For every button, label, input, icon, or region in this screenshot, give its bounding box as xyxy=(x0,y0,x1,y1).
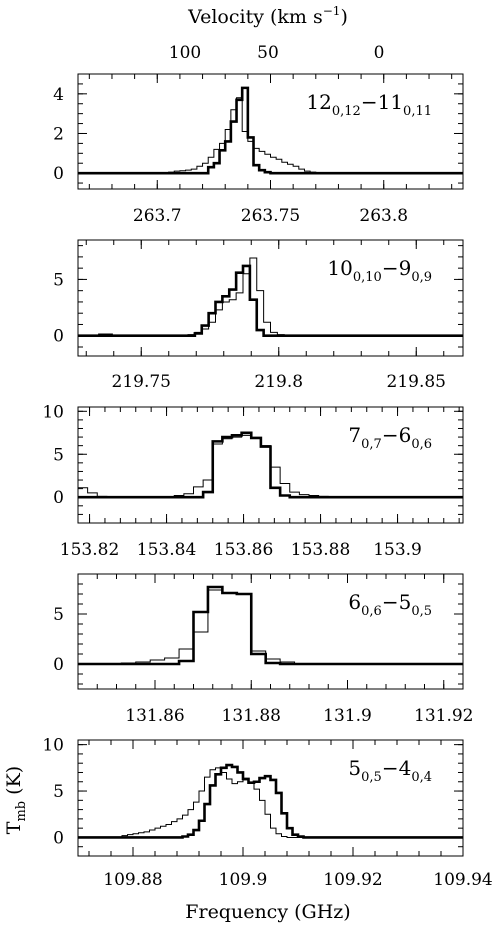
y-tick-label: 4 xyxy=(53,85,64,105)
y-tick-label: 5 xyxy=(53,270,64,290)
panel-frame xyxy=(77,739,464,857)
y-axis-title: Tmb (K) xyxy=(3,766,29,834)
y-tick-label: 0 xyxy=(53,488,64,508)
x-tick-label: 131.92 xyxy=(414,706,473,726)
y-tick-label: 10 xyxy=(42,402,64,422)
x-tick-label: 131.88 xyxy=(222,706,281,726)
y-tick-label: 0 xyxy=(53,327,64,347)
top-axis-tick-label: 100 xyxy=(169,43,201,63)
x-tick-label: 219.8 xyxy=(254,372,303,392)
y-tick-label: 2 xyxy=(53,124,64,144)
x-tick-label: 263.7 xyxy=(133,206,182,226)
spectrum-thick xyxy=(78,585,463,666)
x-tick-label: 219.85 xyxy=(387,372,446,392)
panel-4: 131.86 131.88 131.9 131.92 0 5 60,6−50,5 xyxy=(53,573,473,726)
panel-3: 153.82 153.84 153.86 153.88 153.9 0 5 10 70,7−60… xyxy=(42,402,464,560)
x-tick-label: 131.9 xyxy=(323,706,372,726)
top-axis-tick-label: 0 xyxy=(374,43,385,63)
spectrum-thick xyxy=(78,763,463,839)
y-tick-label: 0 xyxy=(53,655,64,675)
x-tick-label: 109.94 xyxy=(433,870,492,890)
transition-label: 70,7−60,6 xyxy=(348,423,432,452)
y-tick-label: 0 xyxy=(53,828,64,848)
panel-frame xyxy=(77,406,464,524)
y-tick-label: 5 xyxy=(53,445,64,465)
transition-label: 120,12−110,11 xyxy=(306,90,432,119)
x-tick-label: 109.9 xyxy=(219,870,268,890)
spectrum-thick xyxy=(78,264,463,338)
x-tick-label: 263.75 xyxy=(241,206,300,226)
top-axis-title: Velocity (km s−1) xyxy=(187,4,348,28)
x-tick-label: 109.88 xyxy=(103,870,162,890)
transition-label: 100,10−90,9 xyxy=(327,256,432,285)
x-axis-title: Frequency (GHz) xyxy=(185,901,350,923)
spectrum-thick xyxy=(78,86,463,175)
x-tick-label: 153.88 xyxy=(291,540,350,560)
panel-2: 219.75 219.8 219.85 0 5 100,10−90,9 xyxy=(53,239,464,392)
panel-5: 109.88 109.9 109.92 109.94 0 5 10 50,5−40,4 xyxy=(42,736,492,890)
x-tick-label: 109.92 xyxy=(323,870,382,890)
x-tick-label: 263.8 xyxy=(359,206,408,226)
top-axis-tick-label: 50 xyxy=(257,43,279,63)
x-tick-label: 219.75 xyxy=(112,372,171,392)
x-tick-label: 131.86 xyxy=(125,706,184,726)
x-tick-label: 153.84 xyxy=(137,540,196,560)
transition-label: 60,6−50,5 xyxy=(348,590,432,619)
y-tick-label: 10 xyxy=(42,736,64,756)
x-tick-label: 153.86 xyxy=(214,540,273,560)
x-tick-label: 153.82 xyxy=(60,540,119,560)
spectrum-thick xyxy=(78,431,463,499)
y-tick-label: 5 xyxy=(53,782,64,802)
y-tick-label: 5 xyxy=(53,605,64,625)
transition-label: 50,5−40,4 xyxy=(348,756,432,785)
x-tick-label: 153.9 xyxy=(373,540,422,560)
panel-frame xyxy=(77,239,464,357)
panel-1: 263.7 263.75 263.8 0 2 4 120,12−110,11 xyxy=(53,73,464,226)
top-velocity-axis: Velocity (km s−1) 100 50 0 xyxy=(169,4,385,63)
y-tick-label: 0 xyxy=(53,164,64,184)
